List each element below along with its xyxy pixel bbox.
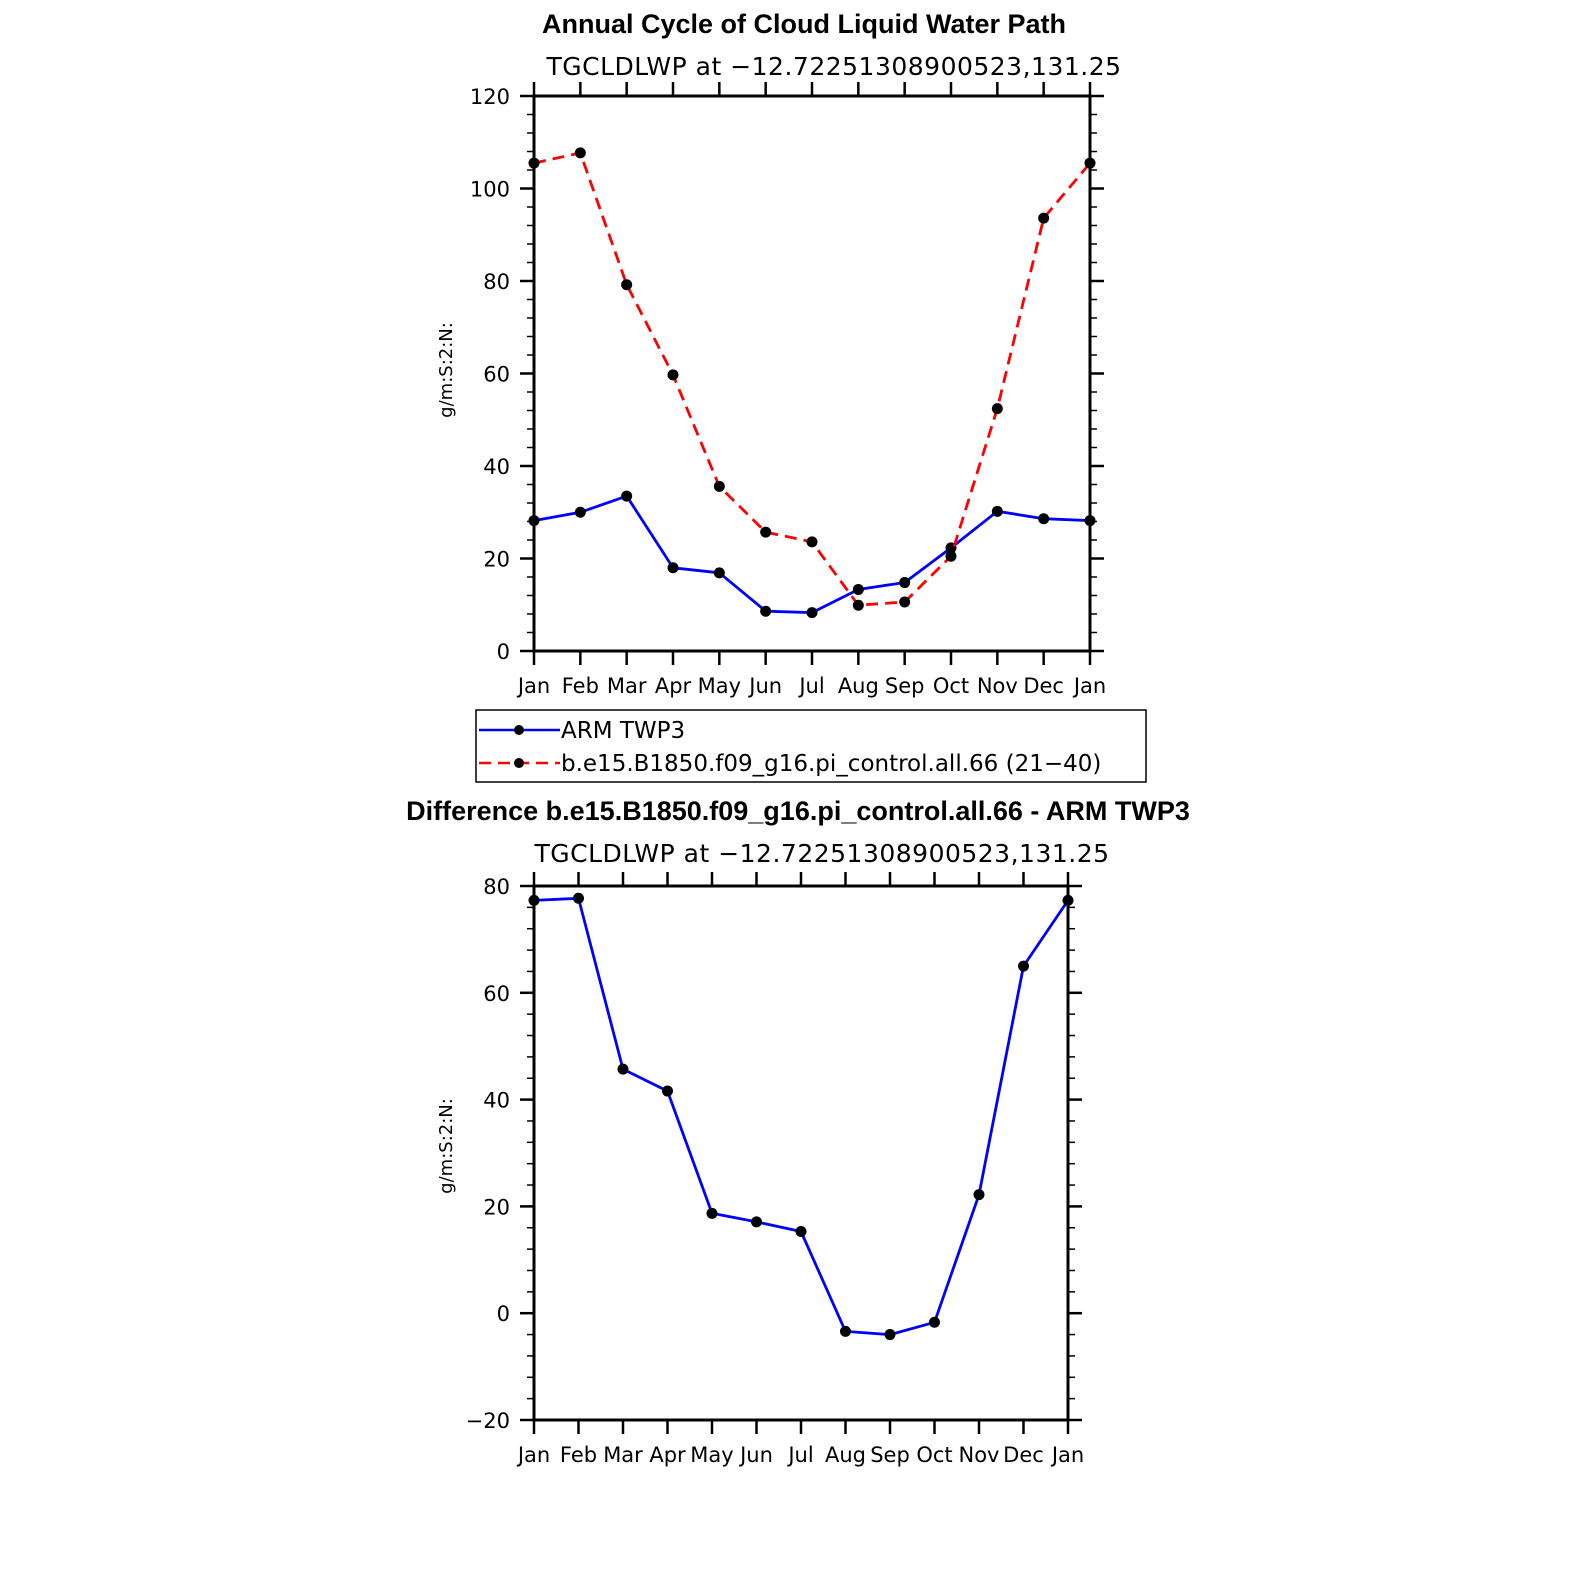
data-point: [992, 506, 1003, 517]
data-point: [899, 577, 910, 588]
y-tick-label: 20: [483, 548, 510, 572]
x-tick-label: Feb: [562, 674, 599, 698]
data-point: [621, 491, 632, 502]
x-tick-label: Jun: [747, 674, 782, 698]
data-point: [807, 536, 818, 547]
data-point: [575, 147, 586, 158]
y-tick-label: 60: [483, 363, 510, 387]
legend-marker-arm: [514, 725, 524, 735]
data-point: [992, 403, 1003, 414]
y-tick-label: 60: [483, 982, 510, 1006]
data-point: [885, 1329, 896, 1340]
x-tick-label: Dec: [1023, 674, 1064, 698]
y-tick-label: 20: [483, 1195, 510, 1219]
chart-title: Difference b.e15.B1850.f09_g16.pi_contro…: [406, 796, 1190, 826]
data-point: [1038, 213, 1049, 224]
data-point: [760, 606, 771, 617]
legend-label-arm: ARM TWP3: [561, 718, 685, 744]
x-tick-label: May: [690, 1443, 733, 1467]
x-tick-label: Sep: [885, 674, 925, 698]
legend-label-model: b.e15.B1850.f09_g16.pi_control.all.66 (2…: [561, 751, 1101, 777]
y-tick-label: 40: [483, 455, 510, 479]
y-axis-label: g/m:S:2:N:: [436, 1098, 457, 1194]
data-point: [840, 1326, 851, 1337]
y-tick-label: 120: [470, 85, 510, 109]
x-tick-label: Oct: [933, 674, 969, 698]
x-tick-label: Jan: [516, 1443, 550, 1467]
x-tick-label: Jul: [797, 674, 824, 698]
axes: −20 0 20 40 60 80 Jan Feb Mar Apr May Jun Jul Aug Sep O…: [466, 872, 1085, 1467]
data-point: [751, 1216, 762, 1227]
data-point: [573, 893, 584, 904]
data-point: [1018, 961, 1029, 972]
x-tick-label: Feb: [560, 1443, 597, 1467]
chart-subtitle: TGCLDLWP at −12.72251308900523,131.25: [545, 52, 1121, 81]
series-group: [529, 893, 1074, 1340]
x-tick-label: Oct: [916, 1443, 952, 1467]
x-tick-label: Mar: [603, 1443, 643, 1467]
data-point: [618, 1064, 629, 1075]
x-tick-label: Nov: [977, 674, 1018, 698]
figure: Annual Cycle of Cloud Liquid Water Path …: [0, 0, 1574, 1574]
data-point: [899, 596, 910, 607]
annual-cycle-chart: Annual Cycle of Cloud Liquid Water Path …: [436, 9, 1122, 698]
y-tick-label: 80: [483, 875, 510, 899]
series-line-0: [534, 898, 1068, 1334]
data-point: [707, 1208, 718, 1219]
data-point: [853, 600, 864, 611]
data-point: [760, 527, 771, 538]
legend-marker-model: [514, 758, 524, 768]
x-tick-label: Jun: [738, 1443, 773, 1467]
x-tick-label: Dec: [1003, 1443, 1044, 1467]
data-point: [1038, 513, 1049, 524]
data-point: [529, 158, 540, 169]
x-tick-label: Apr: [649, 1443, 686, 1467]
y-tick-label: 100: [470, 178, 510, 202]
chart-title: Annual Cycle of Cloud Liquid Water Path: [542, 9, 1066, 39]
data-point: [662, 1086, 673, 1097]
x-tick-label: Aug: [838, 674, 879, 698]
data-point: [929, 1317, 940, 1328]
data-point: [796, 1226, 807, 1237]
y-tick-label: 40: [483, 1089, 510, 1113]
x-tick-label: Jan: [516, 674, 550, 698]
data-point: [714, 567, 725, 578]
data-point: [807, 607, 818, 618]
data-point: [668, 369, 679, 380]
data-point: [529, 895, 540, 906]
data-point: [575, 507, 586, 518]
data-point: [946, 551, 957, 562]
x-tick-label: Nov: [959, 1443, 1000, 1467]
chart-subtitle: TGCLDLWP at −12.72251308900523,131.25: [533, 839, 1109, 868]
data-point: [668, 562, 679, 573]
x-tick-label: Apr: [655, 674, 692, 698]
x-tick-label: May: [698, 674, 741, 698]
data-point: [714, 481, 725, 492]
x-tick-label: Jan: [1050, 1443, 1084, 1467]
x-tick-label: Jan: [1072, 674, 1106, 698]
data-point: [1063, 895, 1074, 906]
data-point: [1085, 158, 1096, 169]
y-axis-label: g/m:S:2:N:: [436, 322, 457, 418]
data-point: [853, 584, 864, 595]
series-group: [529, 147, 1096, 618]
difference-chart: Difference b.e15.B1850.f09_g16.pi_contro…: [406, 796, 1190, 1467]
x-tick-label: Aug: [825, 1443, 866, 1467]
axes: 0 20 40 60 80 100 120 Jan Feb Mar Apr May Jun Jul Aug S…: [470, 82, 1106, 698]
y-tick-label: 80: [483, 270, 510, 294]
y-tick-label: −20: [466, 1409, 510, 1433]
data-point: [974, 1189, 985, 1200]
series-line-0: [534, 496, 1090, 612]
x-tick-label: Jul: [786, 1443, 813, 1467]
y-tick-label: 0: [497, 640, 510, 664]
data-point: [1085, 515, 1096, 526]
x-tick-label: Sep: [870, 1443, 910, 1467]
y-tick-label: 0: [497, 1302, 510, 1326]
data-point: [621, 279, 632, 290]
legend: ARM TWP3 b.e15.B1850.f09_g16.pi_control.…: [476, 710, 1146, 782]
x-tick-label: Mar: [607, 674, 647, 698]
data-point: [529, 515, 540, 526]
